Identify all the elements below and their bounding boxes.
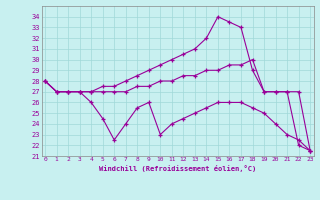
X-axis label: Windchill (Refroidissement éolien,°C): Windchill (Refroidissement éolien,°C): [99, 165, 256, 172]
